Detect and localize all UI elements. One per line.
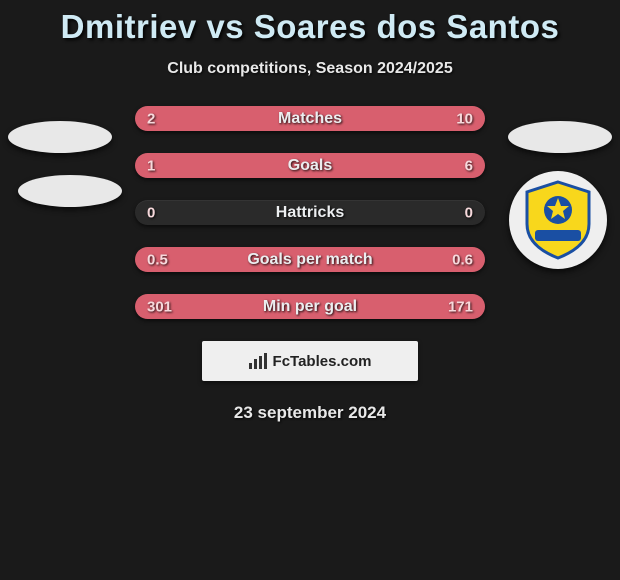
value-left: 2 <box>147 110 155 127</box>
metric-label: Min per goal <box>263 298 357 316</box>
bar-right <box>185 153 485 178</box>
bar-left <box>135 106 193 131</box>
metric-label: Goals per match <box>247 251 372 269</box>
stat-row: 1 6 Goals <box>0 153 620 178</box>
stat-row: 0 0 Hattricks <box>0 200 620 225</box>
bar-track: 301 171 Min per goal <box>135 294 485 319</box>
value-right: 0.6 <box>452 251 473 268</box>
brand-badge: FcTables.com <box>202 341 418 381</box>
value-left: 1 <box>147 157 155 174</box>
stat-row: 301 171 Min per goal <box>0 294 620 319</box>
value-left: 0.5 <box>147 251 168 268</box>
bar-track: 0 0 Hattricks <box>135 200 485 225</box>
value-left: 301 <box>147 298 172 315</box>
page-title: Dmitriev vs Soares dos Santos <box>0 8 620 46</box>
comparison-chart: 2 10 Matches 1 6 Goals 0 0 Hattricks 0.5 0.6 Goals … <box>0 106 620 319</box>
date-text: 23 september 2024 <box>0 403 620 423</box>
bar-track: 0.5 0.6 Goals per match <box>135 247 485 272</box>
value-right: 171 <box>448 298 473 315</box>
metric-label: Goals <box>288 157 332 175</box>
bar-track: 1 6 Goals <box>135 153 485 178</box>
value-right: 6 <box>465 157 473 174</box>
metric-label: Hattricks <box>276 204 344 222</box>
stat-row: 0.5 0.6 Goals per match <box>0 247 620 272</box>
value-right: 0 <box>465 204 473 221</box>
value-right: 10 <box>456 110 473 127</box>
stat-row: 2 10 Matches <box>0 106 620 131</box>
brand-text: FcTables.com <box>273 353 372 370</box>
bar-left <box>135 153 185 178</box>
subtitle: Club competitions, Season 2024/2025 <box>0 60 620 78</box>
bar-track: 2 10 Matches <box>135 106 485 131</box>
value-left: 0 <box>147 204 155 221</box>
bars-icon <box>249 353 267 369</box>
metric-label: Matches <box>278 110 342 128</box>
